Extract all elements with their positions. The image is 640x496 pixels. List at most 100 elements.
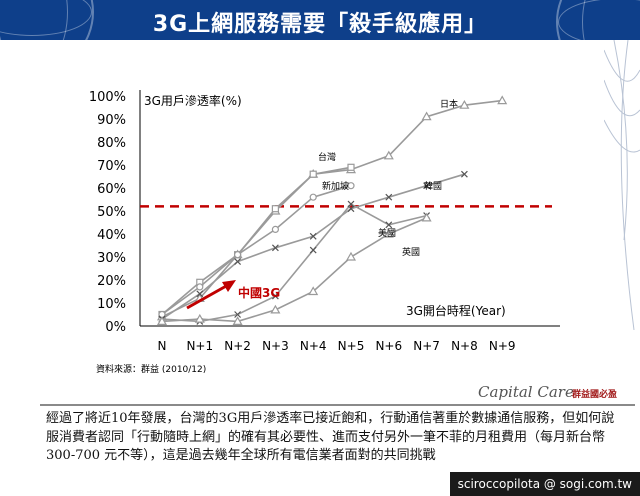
- logo-script-text: Capital Care: [478, 383, 574, 401]
- circle-marker: [347, 182, 355, 190]
- data-point: [309, 193, 317, 201]
- data-point: [309, 170, 317, 178]
- data-point: [385, 193, 393, 201]
- data-point: [460, 170, 468, 178]
- data-point: [497, 95, 508, 105]
- series-line-日本: [161, 99, 503, 318]
- triangle-marker: [383, 228, 394, 238]
- y-tick-label: 30%: [97, 251, 126, 266]
- x-marker: [234, 258, 242, 266]
- data-point: [232, 316, 243, 325]
- y-tick-label: 70%: [97, 159, 126, 174]
- x-marker: [271, 244, 279, 252]
- series-line-美國: [161, 203, 427, 323]
- y-tick-label: 50%: [97, 205, 126, 220]
- x-tick-label: N+1: [186, 339, 213, 353]
- logo-mark-text: 群益國必盈: [572, 390, 618, 400]
- data-point: [383, 150, 394, 160]
- series-label: 英國: [402, 246, 420, 258]
- data-point: [308, 286, 319, 296]
- data-point: [383, 228, 394, 238]
- series-line-台灣: [161, 166, 352, 316]
- data-point: [270, 304, 281, 314]
- data-point: [271, 244, 279, 252]
- series-label: 美國: [378, 227, 396, 239]
- x-marker: [385, 193, 393, 201]
- x-marker: [234, 311, 242, 318]
- triangle-marker: [497, 95, 508, 105]
- triangle-marker: [270, 304, 281, 314]
- x-tick-label: N+9: [489, 339, 516, 353]
- data-point: [234, 251, 242, 259]
- x-tick-label: N+2: [224, 339, 251, 353]
- y-tick-label: 90%: [97, 113, 126, 128]
- source-note: 資料來源：群益 (2010/12): [96, 363, 206, 375]
- body-paragraph: 經過了將近10年發展，台灣的3G用戶滲透率已接近飽和，行動通信著重於數據通信服務…: [46, 411, 615, 463]
- capital-care-logo: Capital Care 群益國必盈: [478, 381, 628, 407]
- globe-decoration: [0, 0, 94, 40]
- x-tick-label: N+3: [262, 339, 289, 353]
- square-marker: [309, 170, 317, 178]
- title-banner: 3G上網服務需要「殺手級應用」: [0, 0, 640, 40]
- triangle-marker: [421, 111, 432, 121]
- watermark: sciroccopilota @ sogi.com.tw: [449, 472, 640, 496]
- triangle-marker: [194, 313, 205, 323]
- china-3g-annotation: 中國3G: [238, 285, 280, 300]
- triangle-marker: [383, 150, 394, 160]
- grid-decoration: [604, 40, 640, 330]
- data-point: [459, 99, 470, 109]
- data-point: [347, 163, 355, 171]
- square-marker: [271, 205, 279, 213]
- data-point: [234, 311, 242, 318]
- triangle-marker: [459, 99, 470, 109]
- data-point: [347, 182, 355, 190]
- series-axis-label: 3G用戶滲透率(%): [144, 93, 242, 108]
- data-point: [385, 221, 393, 229]
- triangle-marker: [308, 286, 319, 296]
- y-tick-label: 60%: [97, 182, 126, 197]
- x-marker: [347, 200, 355, 208]
- x-marker: [309, 246, 317, 254]
- x-marker: [460, 170, 468, 178]
- slide-title: 3G上網服務需要「殺手級應用」: [152, 12, 488, 37]
- x-marker: [385, 221, 393, 229]
- data-point: [271, 205, 279, 213]
- china-arrow-head: [222, 280, 236, 292]
- y-tick-label: 10%: [97, 297, 126, 312]
- x-axis-title: 3G開台時程(Year): [406, 303, 506, 318]
- china-arrow-shaft: [186, 283, 229, 310]
- triangle-marker: [156, 316, 168, 325]
- divider: [40, 404, 635, 406]
- series-label: 韓國: [424, 181, 442, 192]
- x-tick-label: N+8: [451, 339, 478, 353]
- x-marker: [196, 290, 204, 298]
- x-marker: [271, 292, 279, 300]
- circle-marker: [309, 193, 317, 201]
- x-tick-label: N+6: [375, 339, 402, 353]
- square-marker: [347, 163, 355, 171]
- y-tick-label: 20%: [97, 274, 126, 289]
- data-point: [271, 225, 279, 233]
- data-point: [423, 182, 431, 190]
- circle-marker: [234, 251, 242, 259]
- triangle-marker: [232, 316, 243, 325]
- y-tick-label: 40%: [97, 228, 126, 243]
- data-point: [309, 232, 317, 240]
- y-tick-label: 0%: [105, 320, 126, 335]
- data-point: [156, 316, 168, 325]
- x-tick-label: N+4: [300, 339, 327, 353]
- data-point: [309, 246, 317, 254]
- data-point: [271, 292, 279, 300]
- series-line-英國: [161, 217, 427, 323]
- data-point: [196, 283, 204, 291]
- data-point: [194, 313, 205, 323]
- y-tick-label: 100%: [89, 90, 126, 105]
- data-point: [196, 290, 204, 298]
- series-label: 台灣: [318, 151, 336, 163]
- x-marker: [309, 232, 317, 240]
- globe-decoration: [556, 0, 640, 40]
- data-point: [345, 251, 357, 261]
- series-line-新加坡: [161, 184, 352, 316]
- triangle-marker: [421, 212, 432, 222]
- x-tick-label: N: [158, 339, 167, 353]
